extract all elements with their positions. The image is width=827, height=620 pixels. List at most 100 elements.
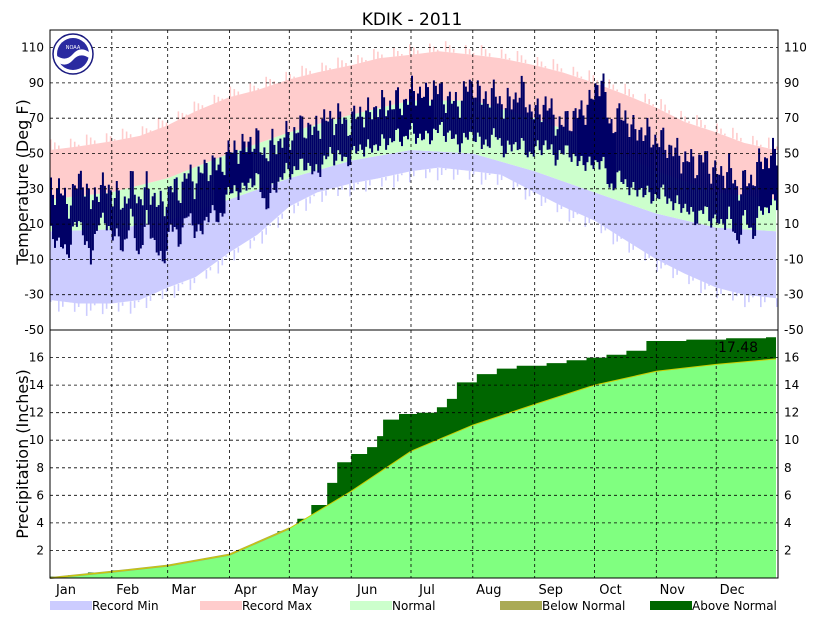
record-min-spike [265,227,267,235]
observed-temperature-bar [582,115,585,166]
record-min-spike [620,237,622,239]
record-min-spike [385,176,387,181]
record-min-spike [425,169,427,179]
observed-temperature-bar [586,104,589,163]
record-max-spike [165,122,168,126]
observed-temperature-bar [265,158,268,210]
record-min-spike [472,171,475,175]
observed-temperature-bar [355,119,358,154]
observed-temperature-bar [305,138,308,171]
record-min-spike [293,204,295,214]
observed-temperature-bar [656,143,659,199]
observed-temperature-bar [359,106,362,145]
observed-temperature-bar [387,110,390,146]
observed-temperature-bar [570,131,573,162]
record-max-spike [233,89,236,97]
record-min-spike [337,187,339,196]
temp-tick-right: 110 [784,41,807,55]
record-max-spike [145,128,148,134]
precipitation-frame [49,329,779,579]
precip-tick-left: 6 [36,488,44,502]
month-label: Oct [599,583,621,598]
observed-temperature-bar [670,145,673,202]
record-min-spike [409,171,411,183]
record-max-spike [756,140,758,146]
observed-temperature-bar [658,147,661,200]
record-max-spike [249,83,252,92]
observed-temperature-bar [197,166,200,225]
observed-temperature-bar [512,99,515,145]
observed-temperature-bar [528,104,531,152]
observed-temperature-bar [221,171,224,217]
record-min-spike [688,275,690,285]
observed-temperature-bar [490,88,493,135]
observed-temperature-bar [458,118,461,153]
precip-tick-right: 14 [784,378,799,392]
observed-temperature-bar [343,117,346,157]
record-max-spike [464,45,467,54]
observed-temperature-bar [620,119,623,182]
observed-temperature-bar [187,173,190,217]
observed-temperature-bar [257,130,260,175]
observed-temperature-bar [564,111,567,146]
observed-temperature-bar [319,138,322,177]
observed-temperature-bar [421,97,423,141]
observed-temperature-bar [427,87,429,134]
observed-temperature-bar [341,123,344,162]
record-min-spike [632,244,634,250]
observed-temperature-bar [738,200,741,244]
observed-temperature-bar [672,156,675,211]
observed-temperature-bar [99,185,102,218]
observed-temperature-bar [478,85,481,137]
observed-temperature-bar [598,96,601,170]
observed-temperature-bar [618,103,621,171]
record-min-spike [105,303,108,309]
temperature-tick-labels: 110 110 90 90 70 70 50 50 30 30 10 10 -10 -10 -30 -30 -5… [21,41,807,337]
observed-temperature-bar [700,155,703,211]
observed-temperature-bar [233,140,236,186]
record-min-spike [616,234,618,242]
record-max-spike [373,49,375,60]
observed-temperature-bar [66,204,68,255]
observed-temperature-bar [389,100,392,139]
precip-tick-right: 2 [784,543,792,557]
temp-tick-right: 50 [784,147,799,161]
observed-temperature-bar [776,165,778,211]
month-label: Nov [660,583,686,598]
record-max-spike [760,144,762,147]
observed-temperature-bar [682,162,685,209]
precipitation-panel: 16 16 14 14 12 12 10 10 8 8 6 6 4 4 2 2 Precipitation (… [13,329,799,579]
observed-temperature-bar [215,170,218,222]
observed-temperature-bar [373,107,376,146]
observed-temperature-bar [666,158,669,204]
observed-temperature-bar [642,141,645,198]
observed-temperature-bar [385,116,388,150]
record-max-spike [432,46,435,52]
observed-temperature-bar [223,175,226,214]
observed-temperature-bar [720,166,723,219]
observed-temperature-bar [62,195,64,249]
observed-temperature-bar [131,171,134,217]
temp-tick-left: -50 [24,323,44,337]
record-min-spike [752,295,754,298]
temp-tick-left: 90 [29,76,44,90]
record-max-spike [540,61,543,67]
record-min-spike [181,282,184,285]
observed-temperature-bar [111,206,114,241]
observed-temperature-bar [726,172,729,220]
observed-temperature-bar [728,153,731,207]
observed-temperature-bar [606,117,609,184]
record-min-spike [480,172,483,185]
observed-temperature-bar [664,149,667,197]
observed-temperature-bar [143,187,146,227]
precipitation-grid [50,330,778,578]
record-max-spike [556,63,559,71]
observed-temperature-bar [454,92,457,135]
observed-temperature-bar [706,151,709,207]
record-min-spike [672,267,674,279]
observed-temperature-bar [530,111,533,154]
record-max-spike [149,130,152,133]
observed-temperature-bar [630,124,633,188]
record-min-spike [456,169,459,175]
observed-temperature-bar [558,116,561,151]
